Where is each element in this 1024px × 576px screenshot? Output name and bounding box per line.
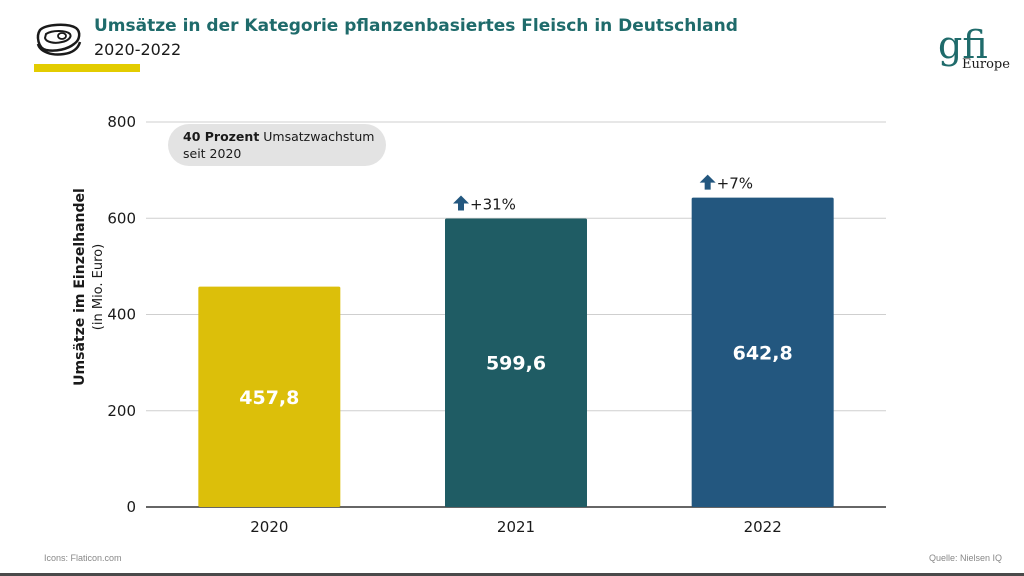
growth-labels: +31% +7%: [453, 174, 753, 213]
y-axis-label: Umsätze im Einzelhandel: [72, 188, 88, 386]
chart-subtitle: 2020-2022: [94, 40, 182, 59]
steak-icon: [36, 23, 82, 56]
x-tick-label: 2021: [497, 518, 535, 536]
callout-rest: Umsatzwachstum: [259, 129, 375, 144]
bar-value-label: 599,6: [486, 353, 546, 375]
y-axis-sublabel: (in Mio. Euro): [91, 244, 106, 330]
callout-bold: 40 Prozent: [183, 129, 260, 144]
chart-title: Umsätze in der Kategorie pflanzenbasiert…: [94, 16, 738, 36]
bar-2022: [691, 197, 834, 507]
y-tick-label: 800: [107, 113, 136, 131]
x-tick-label: 2022: [744, 518, 782, 536]
bar-2021: [445, 218, 587, 507]
callout-line2: seit 2020: [183, 146, 242, 161]
bar-value-labels: 457,8 599,6 642,8: [239, 342, 792, 409]
bar-value-label: 642,8: [733, 342, 793, 364]
y-tick-label: 200: [107, 402, 136, 420]
gfi-logo-mark: gfi: [938, 26, 988, 67]
growth-label: +7%: [717, 175, 753, 193]
y-tick-label: 600: [107, 209, 136, 227]
y-tick-label: 0: [126, 498, 136, 516]
bar-value-label: 457,8: [239, 387, 299, 409]
growth-label: +31%: [470, 195, 516, 213]
bars: [198, 197, 834, 507]
gfi-logo: gfi: [938, 26, 988, 67]
up-arrow-icon: [453, 195, 469, 211]
x-tick-labels: 2020 2021 2022: [250, 518, 782, 536]
bottom-rule: [0, 573, 1024, 576]
up-arrow-icon: [699, 174, 716, 190]
x-tick-label: 2020: [250, 518, 288, 536]
footer-icons-credit: Icons: Flaticon.com: [44, 553, 122, 563]
gfi-logo-text: Europe: [962, 57, 1010, 72]
y-tick-label: 400: [107, 306, 136, 324]
footer-source: Quelle: Nielsen IQ: [928, 553, 1002, 563]
growth-callout: 40 Prozent Umsatzwachstum seit 2020: [168, 124, 386, 166]
bar-2020: [198, 286, 341, 507]
header-accent-bar: [34, 64, 140, 72]
y-tick-labels: 0 200 400 600 800: [107, 113, 136, 516]
